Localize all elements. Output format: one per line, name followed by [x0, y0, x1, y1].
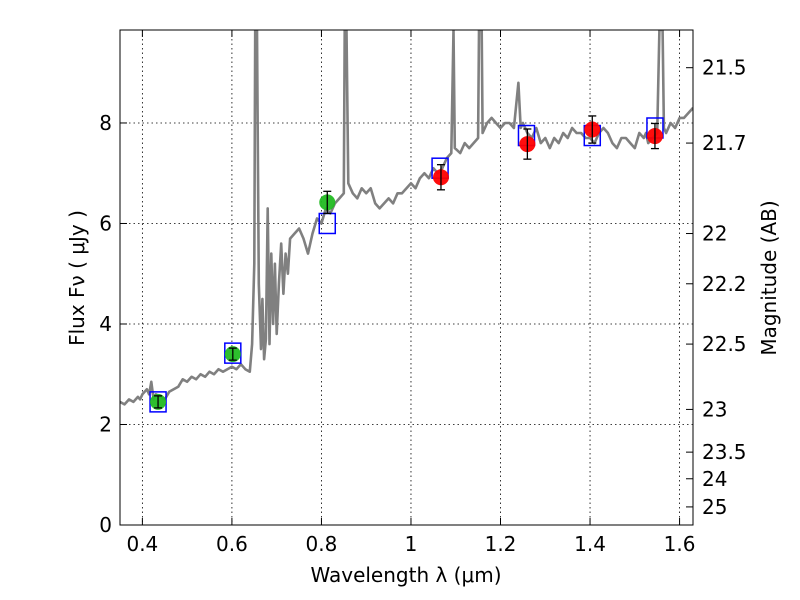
right-tick-label: 23: [702, 397, 727, 421]
x-tick-label: 0.6: [216, 532, 248, 556]
plot-frame: [119, 29, 694, 526]
right-tick-label: 22.5: [702, 332, 747, 356]
y-tick-label: 8: [99, 111, 112, 135]
spectrum-line: [120, 30, 693, 406]
y-tick-label: 0: [99, 513, 112, 537]
y-tick-label: 4: [99, 312, 112, 336]
right-axis-title: Magnitude (AB): [757, 200, 781, 355]
x-tick-label: 0.4: [126, 532, 158, 556]
right-tick-label: 24: [702, 467, 727, 491]
right-tick-label: 22.2: [702, 272, 747, 296]
y-tick-label: 2: [99, 412, 112, 436]
right-tick-label: 23.5: [702, 440, 747, 464]
right-tick-label: 25: [702, 495, 727, 519]
x-axis-title: Wavelength λ (μm): [310, 563, 501, 587]
x-tick-label: 0.8: [306, 532, 338, 556]
x-tick-label: 1: [405, 532, 418, 556]
x-tick-label: 1.6: [664, 532, 696, 556]
model-photometry-square: [224, 342, 242, 364]
x-tick-label: 1.2: [485, 532, 517, 556]
grid: [120, 30, 693, 526]
right-tick-label: 22: [702, 222, 727, 246]
y-tick-label: 6: [99, 211, 112, 235]
x-tick-label: 1.4: [574, 532, 606, 556]
y-axis-title: Flux Fν ( μJy ): [65, 210, 89, 346]
right-tick-label: 21.5: [702, 56, 747, 80]
right-tick-label: 21.7: [702, 131, 747, 155]
